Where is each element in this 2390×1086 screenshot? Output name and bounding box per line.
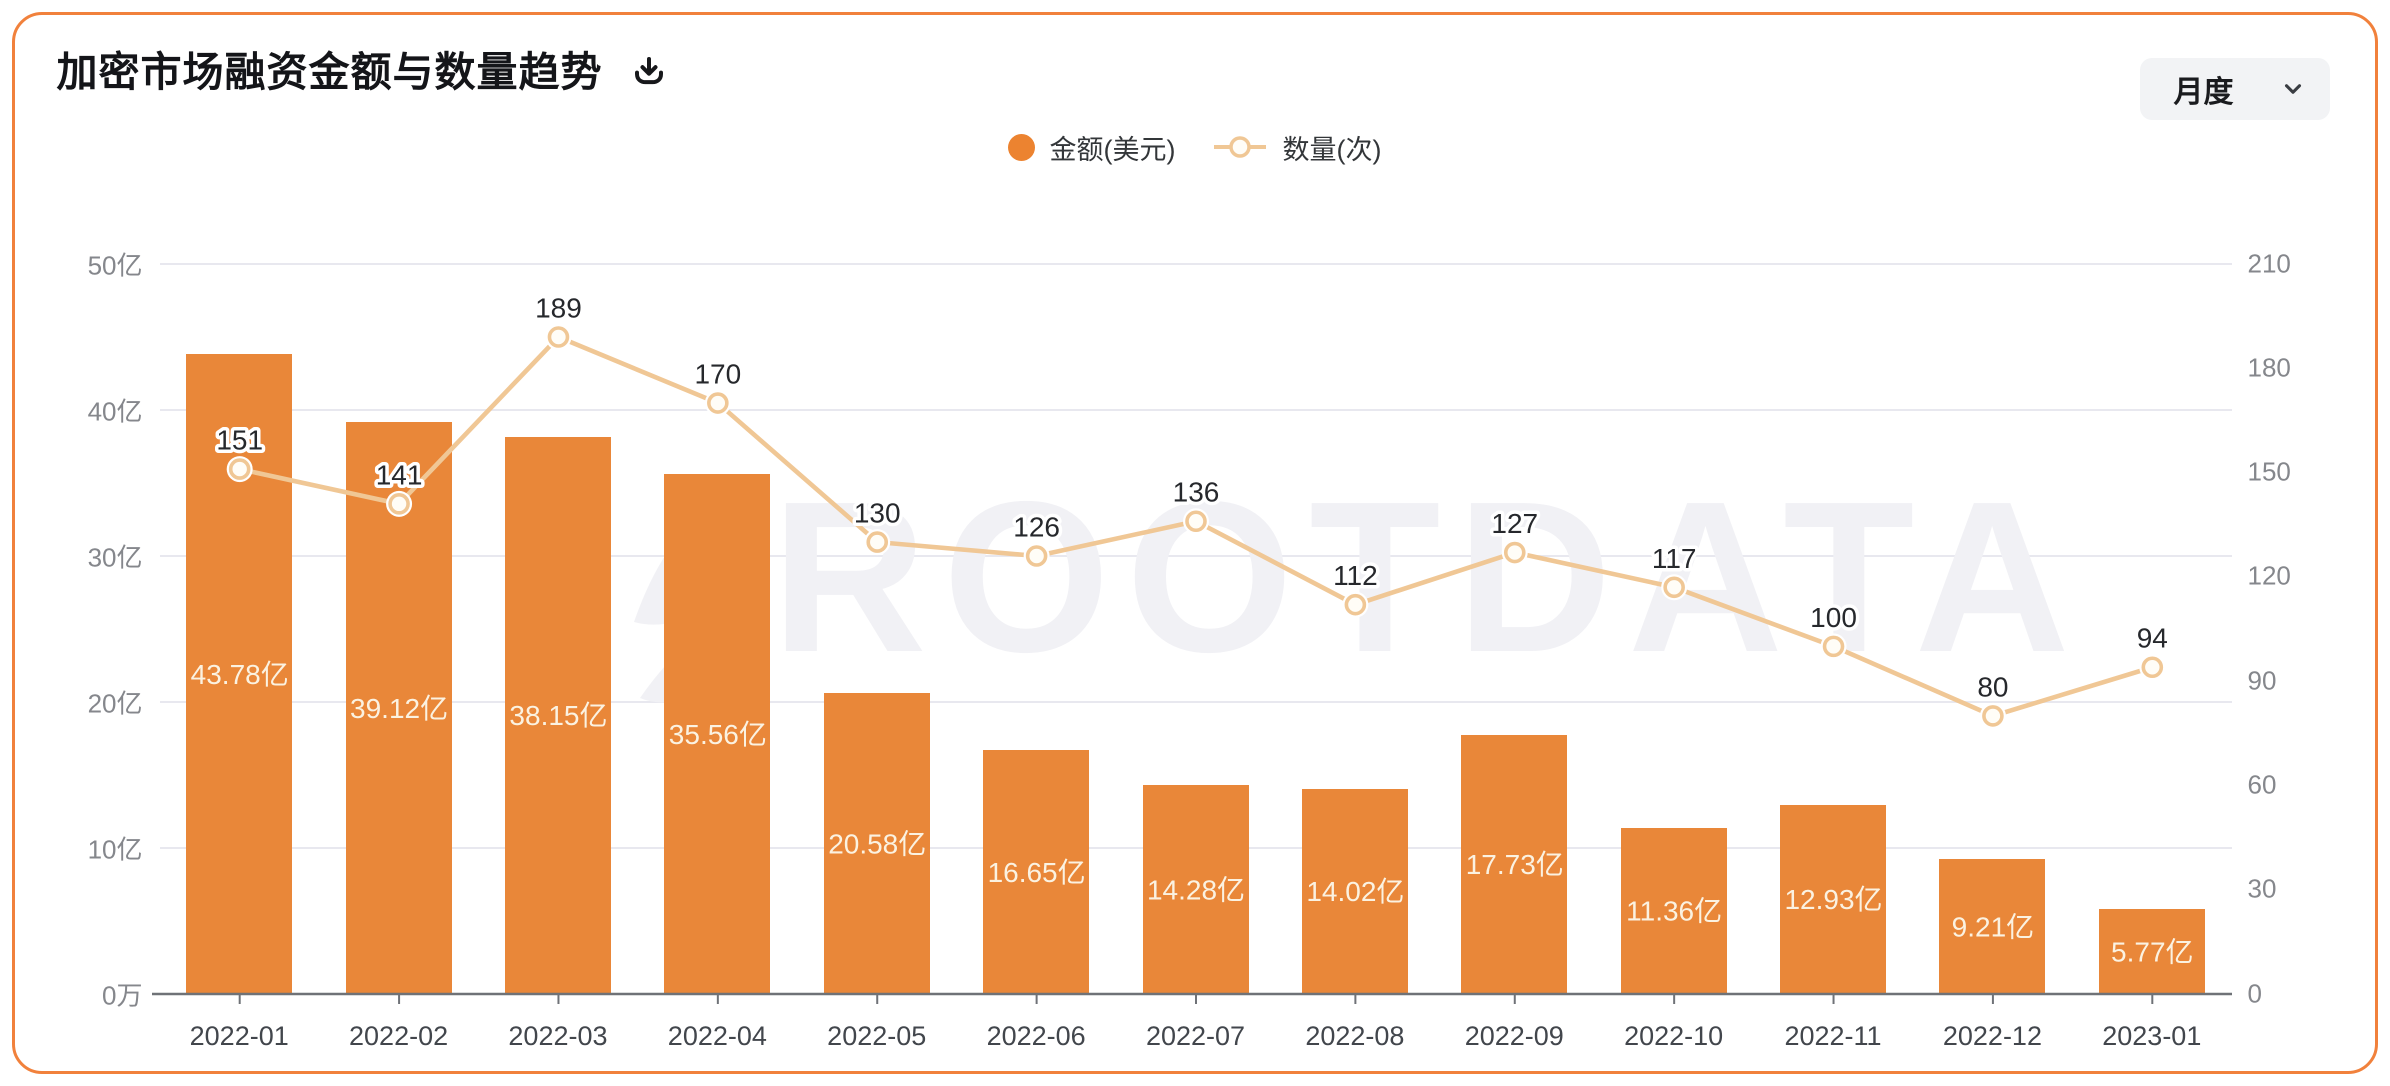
header: 加密市场融资金额与数量趋势 bbox=[57, 42, 669, 102]
chart-card: 加密市场融资金额与数量趋势 月度 金额(美元) bbox=[12, 12, 2378, 1074]
bar-2022-08[interactable] bbox=[1301, 788, 1408, 994]
period-dropdown-value: 月度 bbox=[2173, 75, 2234, 109]
bar-2022-02[interactable] bbox=[345, 422, 452, 994]
amount-series-swatch-icon bbox=[1007, 133, 1035, 161]
bar-series bbox=[15, 15, 2375, 1071]
bar-2022-07[interactable] bbox=[1142, 785, 1249, 994]
legend-count-label: 数量(次) bbox=[1282, 134, 1382, 165]
legend-amount-label: 金额(美元) bbox=[1049, 134, 1176, 165]
chevron-down-icon bbox=[2284, 83, 2301, 94]
stage: 加密市场融资金额与数量趋势 月度 金额(美元) bbox=[15, 15, 2375, 1071]
bar-2023-01[interactable] bbox=[2098, 909, 2205, 994]
gridline bbox=[159, 262, 2232, 265]
bar-2022-12[interactable] bbox=[1939, 859, 2046, 994]
legend: 金额(美元) 数量(次) bbox=[15, 128, 2375, 167]
bar-2022-10[interactable] bbox=[1620, 827, 1727, 994]
period-dropdown[interactable]: 月度 bbox=[2139, 57, 2330, 120]
bar-2022-01[interactable] bbox=[186, 354, 293, 994]
bar-2022-11[interactable] bbox=[1780, 804, 1887, 994]
bar-2022-06[interactable] bbox=[983, 750, 1090, 994]
download-icon[interactable] bbox=[629, 52, 669, 92]
legend-item-amount[interactable]: 金额(美元) bbox=[1007, 128, 1176, 167]
bar-2022-04[interactable] bbox=[664, 474, 771, 994]
bar-2022-09[interactable] bbox=[1461, 734, 1568, 994]
bar-2022-03[interactable] bbox=[504, 436, 611, 994]
legend-item-count[interactable]: 数量(次) bbox=[1212, 128, 1382, 167]
page-title: 加密市场融资金额与数量趋势 bbox=[56, 48, 603, 95]
bar-2022-05[interactable] bbox=[823, 693, 930, 994]
count-series-swatch-icon bbox=[1213, 136, 1266, 158]
